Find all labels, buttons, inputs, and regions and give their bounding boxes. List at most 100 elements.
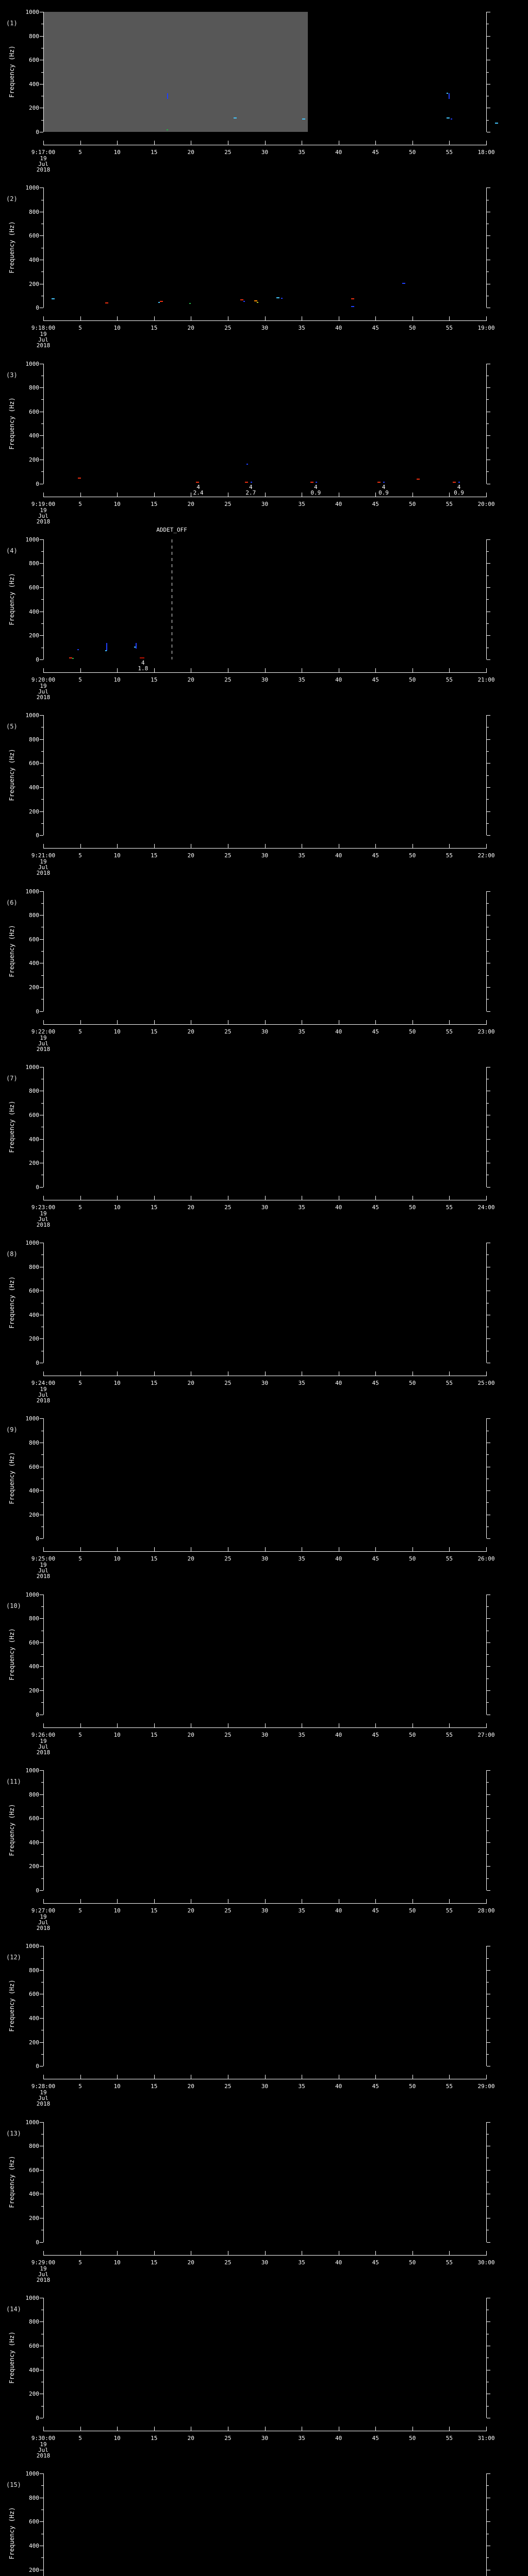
y-tick-right xyxy=(487,2122,490,2123)
x-end-time-label: 25:00 xyxy=(477,1380,495,1387)
x-tick-label: 40 xyxy=(335,1204,342,1211)
y-tick xyxy=(41,1103,43,1104)
y-tick-right xyxy=(487,1702,489,1703)
x-tick-label: 35 xyxy=(298,676,305,683)
detection-marker xyxy=(453,481,456,483)
x-tick-label: 30 xyxy=(261,2434,269,2442)
y-tick xyxy=(41,775,43,776)
x-tick-label: 30 xyxy=(261,149,269,156)
y-tick-label: 0 xyxy=(36,480,39,487)
y-tick-label: 400 xyxy=(29,2015,39,2022)
x-tick xyxy=(412,492,413,497)
y-axis-title: Frequency (Hz) xyxy=(8,1452,15,1504)
x-tick-label: 25 xyxy=(224,2434,232,2442)
x-start-time-label: 9:24:00 xyxy=(31,1380,56,1387)
y-tick-label: 200 xyxy=(29,1335,39,1343)
x-tick-label: 30 xyxy=(261,1380,269,1387)
plot-area xyxy=(43,1595,486,1715)
y-tick xyxy=(41,975,43,976)
x-tick xyxy=(117,141,118,145)
y-axis-title: Frequency (Hz) xyxy=(8,1804,15,1856)
x-tick xyxy=(117,1371,118,1376)
spectrogram-panel: (1) Frequency (Hz) 0 200 400 600 800 1000 9:17:0… xyxy=(0,0,528,176)
x-tick-label: 40 xyxy=(335,676,342,683)
y-tick-label: 400 xyxy=(29,1663,39,1670)
y-axis-left-spine xyxy=(43,1243,44,1363)
x-tick xyxy=(43,2426,44,2431)
y-tick-label: 0 xyxy=(36,1360,39,1367)
y-tick-right xyxy=(487,399,489,400)
x-axis-line xyxy=(43,320,487,321)
x-tick-label: 10 xyxy=(113,852,121,859)
x-tick xyxy=(154,1020,155,1024)
x-tick-label: 40 xyxy=(335,325,342,332)
y-axis-title: Frequency (Hz) xyxy=(8,45,15,98)
x-tick xyxy=(265,2075,266,2079)
x-tick-label: 35 xyxy=(298,2259,305,2266)
x-tick-label: 55 xyxy=(446,852,453,859)
detection-marker xyxy=(243,301,245,302)
y-tick-right xyxy=(487,1666,490,1667)
x-tick-label: 15 xyxy=(151,325,158,332)
y-tick xyxy=(40,1338,43,1340)
x-tick xyxy=(375,668,376,672)
y-tick-label: 400 xyxy=(29,2191,39,2198)
x-tick xyxy=(80,316,81,321)
pick-label: 0.9 xyxy=(454,489,464,496)
pick-label: 4 xyxy=(314,483,318,490)
x-axis-date-label: 19 xyxy=(40,506,47,514)
x-tick xyxy=(80,1899,81,1903)
x-tick xyxy=(412,2075,413,2079)
y-tick-label: 600 xyxy=(29,936,39,943)
y-tick-right xyxy=(487,751,489,752)
y-tick-label: 600 xyxy=(29,2166,39,2174)
x-tick-label: 5 xyxy=(78,500,82,507)
x-tick xyxy=(412,1020,413,1024)
y-tick xyxy=(41,2557,43,2558)
detection-marker xyxy=(72,657,74,659)
x-tick xyxy=(154,141,155,145)
x-tick-label: 40 xyxy=(335,1028,342,1035)
detection-marker xyxy=(196,481,200,483)
x-tick-label: 55 xyxy=(446,149,453,156)
y-tick-right xyxy=(487,1103,489,1104)
plot-area xyxy=(43,364,486,484)
x-tick-label: 20 xyxy=(187,2434,194,2442)
x-tick-label: 50 xyxy=(409,325,416,332)
x-axis-date-label: 2018 xyxy=(36,870,51,877)
y-tick xyxy=(40,2170,43,2171)
x-tick-label: 30 xyxy=(261,1731,269,1738)
y-tick-label: 600 xyxy=(29,408,39,415)
x-tick-label: 50 xyxy=(409,1204,416,1211)
x-tick xyxy=(375,1020,376,1024)
x-tick-label: 5 xyxy=(78,852,82,859)
panel-index-label: (2) xyxy=(6,195,18,203)
y-axis-title: Frequency (Hz) xyxy=(8,2331,15,2384)
x-tick xyxy=(265,1195,266,1200)
y-tick-right xyxy=(487,659,490,660)
x-tick xyxy=(43,1020,44,1024)
x-tick-label: 10 xyxy=(113,1907,121,1914)
x-axis-date-label: 19 xyxy=(40,1386,47,1393)
x-start-time-label: 9:25:00 xyxy=(31,1555,56,1563)
x-tick xyxy=(117,1195,118,1200)
x-tick xyxy=(43,492,44,497)
x-tick xyxy=(412,2426,413,2431)
x-tick-label: 20 xyxy=(187,1907,194,1914)
x-tick xyxy=(43,316,44,321)
x-tick xyxy=(80,141,81,145)
x-axis-date-label: Jul xyxy=(38,2446,48,2453)
x-tick-label: 45 xyxy=(372,852,379,859)
x-start-time-label: 9:28:00 xyxy=(31,2083,56,2090)
x-axis-date-label: 19 xyxy=(40,1562,47,1569)
x-tick xyxy=(486,844,487,849)
spectrogram-panel: (10) Frequency (Hz) 0 200 400 600 800 1000 9:26:… xyxy=(0,1583,528,1758)
y-tick xyxy=(40,1794,43,1795)
y-tick-right xyxy=(487,2206,489,2207)
spectrogram-panel: (14) Frequency (Hz) 0 200 400 600 800 1000 9:30:… xyxy=(0,2286,528,2462)
x-axis-date-label: 2018 xyxy=(36,518,51,525)
x-axis-date-label: Jul xyxy=(38,1919,48,1926)
x-tick-label: 40 xyxy=(335,1907,342,1914)
y-tick-label: 1000 xyxy=(25,1063,40,1071)
y-tick-right xyxy=(487,2557,489,2558)
